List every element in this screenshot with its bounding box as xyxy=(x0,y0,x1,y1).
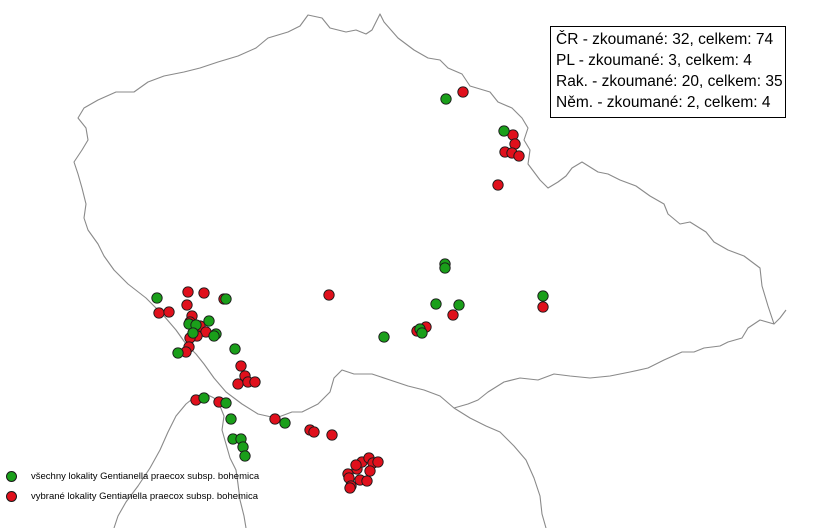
stats-box: ČR - zkoumané: 32, celkem: 74 PL - zkoum… xyxy=(550,26,786,118)
legend-row-selected: vybrané lokality Gentianella praecox sub… xyxy=(6,486,259,506)
legend-label-selected: vybrané lokality Gentianella praecox sub… xyxy=(31,490,259,502)
selected-locality-point xyxy=(308,426,320,438)
locality-point xyxy=(439,262,451,274)
selected-locality-point xyxy=(181,299,193,311)
selected-locality-point xyxy=(326,429,338,441)
red-dot-icon xyxy=(6,490,17,502)
legend: všechny lokality Gentianella praecox sub… xyxy=(6,466,259,506)
selected-locality-point xyxy=(364,465,376,477)
locality-point xyxy=(416,327,428,339)
locality-point xyxy=(220,293,232,305)
green-dot-icon xyxy=(6,470,17,482)
locality-point xyxy=(208,330,220,342)
locality-point xyxy=(440,93,452,105)
stats-rak: Rak. - zkoumané: 20, celkem: 35 xyxy=(556,73,783,90)
selected-locality-point xyxy=(513,150,525,162)
selected-locality-point xyxy=(232,378,244,390)
all-localities-layer xyxy=(151,93,549,462)
locality-point xyxy=(220,397,232,409)
selected-locality-point xyxy=(537,301,549,313)
selected-locality-point xyxy=(163,306,175,318)
locality-point xyxy=(537,290,549,302)
selected-localities-layer xyxy=(153,86,549,494)
locality-point xyxy=(453,299,465,311)
locality-point xyxy=(187,327,199,339)
selected-locality-point xyxy=(249,376,261,388)
selected-locality-point xyxy=(235,360,247,372)
stats-cr: ČR - zkoumané: 32, celkem: 74 xyxy=(556,31,774,48)
locality-point xyxy=(430,298,442,310)
legend-label-all: všechny lokality Gentianella praecox sub… xyxy=(31,470,260,482)
selected-locality-point xyxy=(269,413,281,425)
selected-locality-point xyxy=(492,179,504,191)
selected-locality-point xyxy=(198,287,210,299)
legend-row-all: všechny lokality Gentianella praecox sub… xyxy=(6,466,259,486)
locality-point xyxy=(378,331,390,343)
poland-slovakia-border xyxy=(773,309,787,325)
selected-locality-point xyxy=(323,289,335,301)
selected-locality-point xyxy=(153,307,165,319)
germany-austria-border xyxy=(113,393,247,528)
selected-locality-point xyxy=(447,309,459,321)
locality-point xyxy=(203,315,215,327)
locality-point xyxy=(172,347,184,359)
locality-point xyxy=(198,392,210,404)
selected-locality-point xyxy=(344,482,356,494)
locality-point xyxy=(279,417,291,429)
locality-point xyxy=(151,292,163,304)
stats-pl: PL - zkoumané: 3, celkem: 4 xyxy=(556,52,752,69)
locality-point xyxy=(225,413,237,425)
locality-point xyxy=(239,450,251,462)
selected-locality-point xyxy=(372,456,384,468)
czech-border xyxy=(73,13,775,419)
stats-nem: Něm. - zkoumané: 2, celkem: 4 xyxy=(556,94,771,111)
selected-locality-point xyxy=(361,475,373,487)
selected-locality-point xyxy=(182,286,194,298)
selected-locality-point xyxy=(457,86,469,98)
locality-point xyxy=(229,343,241,355)
austria-slovakia-border xyxy=(453,407,547,528)
locality-point xyxy=(498,125,510,137)
selected-locality-point xyxy=(350,459,362,471)
